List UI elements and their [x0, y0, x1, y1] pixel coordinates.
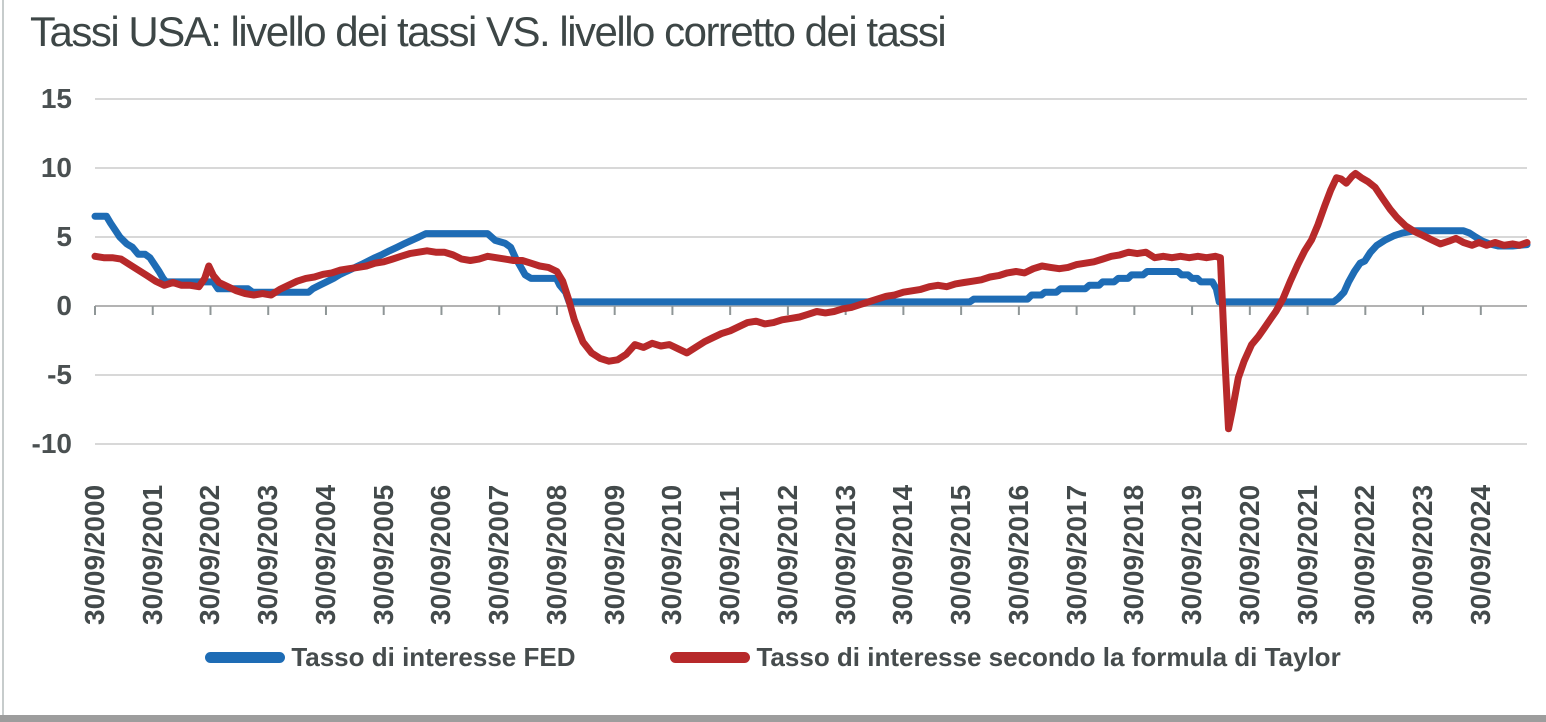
y-axis-tick-label: -10 [31, 428, 72, 459]
bottom-divider [0, 715, 1546, 722]
x-axis-tick-label: 30/09/2018 [1118, 484, 1150, 625]
y-axis-tick-label: 15 [40, 83, 72, 114]
fed-line-swatch-icon [205, 652, 286, 663]
x-axis-tick-label: 30/09/2017 [1060, 484, 1092, 625]
x-axis-tick-label: 30/09/2015 [945, 484, 977, 625]
x-axis-tick-label: 30/09/2022 [1349, 484, 1381, 625]
x-axis-tick-label: 30/09/2020 [1233, 484, 1265, 625]
x-axis-tick-label: 30/09/2019 [1176, 484, 1208, 625]
x-axis-tick-label: 30/09/2016 [1002, 484, 1034, 625]
x-axis-tick-label: 30/09/2023 [1407, 484, 1439, 625]
x-axis-tick-label: 30/09/2010 [656, 484, 688, 625]
legend-label-taylor: Tasso di interesse secondo la formula di… [756, 642, 1341, 672]
x-axis-tick-label: 30/09/2003 [252, 484, 284, 625]
fed-rate-line [91, 212, 1531, 306]
x-axis-tick-label: 30/09/2001 [136, 484, 168, 625]
x-axis-tick-label: 30/09/2005 [367, 484, 399, 625]
x-axis-tick-label: 30/09/2004 [309, 484, 341, 625]
x-axis-tick-label: 30/09/2002 [194, 484, 226, 625]
x-axis-tick-label: 30/09/2011 [714, 486, 746, 625]
x-axis-tick-label: 30/09/2008 [540, 484, 572, 625]
x-axis-tick-label: 30/09/2007 [483, 484, 515, 625]
chart-legend: Tasso di interesse FED Tasso di interess… [0, 642, 1546, 673]
y-axis-tick-label: 0 [56, 290, 72, 321]
legend-item-taylor: Tasso di interesse secondo la formula di… [670, 642, 1341, 673]
x-axis-tick-label: 30/09/2006 [425, 484, 457, 625]
x-axis-tick-label: 30/09/2021 [1291, 484, 1323, 625]
x-axis-tick-label: 30/09/2013 [829, 484, 861, 625]
x-axis-tick-label: 30/09/2000 [79, 484, 110, 625]
y-axis-tick-label: 5 [56, 221, 72, 252]
legend-label-fed: Tasso di interesse FED [291, 642, 576, 672]
x-axis-tick-label: 30/09/2024 [1464, 484, 1496, 625]
page-title: Tassi USA: livello dei tassi VS. livello… [30, 8, 947, 55]
x-axis-tick-label: 30/09/2009 [598, 484, 630, 625]
x-axis-tick-label: 30/09/2012 [771, 484, 803, 625]
taylor-rate-line [91, 170, 1531, 433]
legend-item-fed: Tasso di interesse FED [205, 642, 575, 673]
y-axis-tick-label: 10 [40, 152, 72, 183]
y-axis-tick-label: -5 [47, 359, 72, 390]
x-axis-tick-label: 30/09/2014 [887, 484, 919, 625]
taylor-line-swatch-icon [670, 652, 751, 663]
left-border [2, 0, 4, 715]
